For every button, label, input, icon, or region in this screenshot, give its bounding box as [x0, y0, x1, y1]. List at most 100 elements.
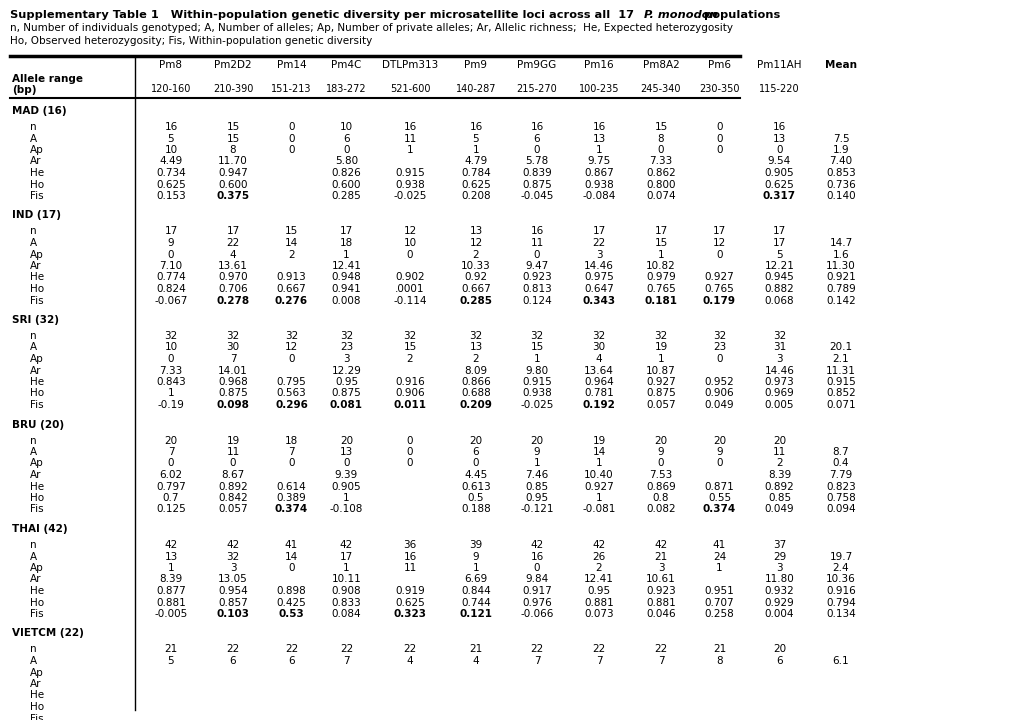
Text: Pm9: Pm9: [464, 60, 487, 70]
Text: 0.765: 0.765: [645, 284, 676, 294]
Text: 0.938: 0.938: [522, 389, 551, 398]
Text: 5: 5: [167, 656, 174, 666]
Text: 17: 17: [772, 227, 786, 236]
Text: 1: 1: [342, 493, 350, 503]
Text: 0.667: 0.667: [461, 284, 490, 294]
Text: Pm2D2: Pm2D2: [214, 60, 252, 70]
Text: 0.813: 0.813: [522, 284, 551, 294]
Text: 9: 9: [657, 447, 663, 457]
Text: 0.794: 0.794: [825, 598, 855, 608]
Text: 12: 12: [403, 227, 416, 236]
Text: 0.784: 0.784: [461, 168, 490, 178]
Text: 16: 16: [530, 122, 543, 132]
Text: 0.951: 0.951: [704, 586, 734, 596]
Text: 0.797: 0.797: [156, 482, 185, 492]
Text: 7.53: 7.53: [649, 470, 672, 480]
Text: -0.025: -0.025: [393, 191, 426, 201]
Text: 15: 15: [654, 122, 667, 132]
Text: 32: 32: [712, 331, 726, 341]
Text: 0.049: 0.049: [764, 505, 794, 515]
Text: 32: 32: [469, 331, 482, 341]
Text: 42: 42: [164, 540, 177, 550]
Text: 10: 10: [164, 145, 177, 155]
Text: 14.01: 14.01: [218, 366, 248, 376]
Text: 0: 0: [288, 354, 294, 364]
Text: 7: 7: [595, 656, 602, 666]
Text: 0.208: 0.208: [461, 191, 490, 201]
Text: 0.278: 0.278: [216, 295, 250, 305]
Text: 11: 11: [403, 563, 416, 573]
Text: 3: 3: [595, 250, 602, 259]
Text: 0: 0: [533, 563, 540, 573]
Text: 0: 0: [288, 563, 294, 573]
Text: 0.374: 0.374: [274, 505, 308, 515]
Text: 2.4: 2.4: [832, 563, 849, 573]
Text: 1: 1: [342, 563, 350, 573]
Text: 1.9: 1.9: [832, 145, 849, 155]
Text: Allele range: Allele range: [12, 74, 83, 84]
Text: 0.913: 0.913: [276, 272, 306, 282]
Text: 0: 0: [657, 145, 663, 155]
Text: 6: 6: [472, 447, 479, 457]
Text: 10.61: 10.61: [645, 575, 676, 585]
Text: 0: 0: [472, 459, 479, 469]
Text: 0.049: 0.049: [704, 400, 734, 410]
Text: -0.081: -0.081: [582, 505, 615, 515]
Text: 0: 0: [533, 145, 540, 155]
Text: Ap: Ap: [30, 250, 44, 259]
Text: 6: 6: [533, 133, 540, 143]
Text: 13: 13: [772, 133, 786, 143]
Text: 2: 2: [472, 354, 479, 364]
Text: 32: 32: [226, 552, 239, 562]
Text: 7.10: 7.10: [159, 261, 182, 271]
Text: 13.05: 13.05: [218, 575, 248, 585]
Text: 11.31: 11.31: [825, 366, 855, 376]
Text: 0: 0: [715, 145, 722, 155]
Text: Fis: Fis: [30, 609, 44, 619]
Text: BRU (20): BRU (20): [12, 420, 64, 430]
Text: 1: 1: [595, 493, 602, 503]
Text: 0.789: 0.789: [825, 284, 855, 294]
Text: 0.625: 0.625: [461, 179, 490, 189]
Text: 0.285: 0.285: [459, 295, 492, 305]
Text: 6.02: 6.02: [159, 470, 182, 480]
Text: 0.258: 0.258: [704, 609, 734, 619]
Text: 3: 3: [229, 563, 236, 573]
Text: 0.867: 0.867: [584, 168, 613, 178]
Text: 3: 3: [775, 563, 782, 573]
Text: 0.869: 0.869: [645, 482, 676, 492]
Text: 0.927: 0.927: [645, 377, 676, 387]
Text: 19: 19: [592, 436, 605, 446]
Text: 0.758: 0.758: [825, 493, 855, 503]
Text: 0.073: 0.073: [584, 609, 613, 619]
Text: 0.192: 0.192: [582, 400, 614, 410]
Text: 0.7: 0.7: [163, 493, 179, 503]
Text: populations: populations: [699, 10, 780, 20]
Text: Fis: Fis: [30, 295, 44, 305]
Text: 0.866: 0.866: [461, 377, 490, 387]
Text: 0: 0: [167, 459, 174, 469]
Text: 0.948: 0.948: [331, 272, 361, 282]
Text: 32: 32: [772, 331, 786, 341]
Text: 15: 15: [284, 227, 298, 236]
Text: 12.41: 12.41: [584, 575, 613, 585]
Text: 22: 22: [226, 238, 239, 248]
Text: DTLPm313: DTLPm313: [381, 60, 438, 70]
Text: 0.906: 0.906: [394, 389, 424, 398]
Text: 3: 3: [775, 354, 782, 364]
Text: 0.842: 0.842: [218, 493, 248, 503]
Text: 0.902: 0.902: [394, 272, 424, 282]
Text: Pm4C: Pm4C: [331, 60, 362, 70]
Text: He: He: [30, 482, 44, 492]
Text: 0.795: 0.795: [276, 377, 306, 387]
Text: 7: 7: [533, 656, 540, 666]
Text: 0.875: 0.875: [218, 389, 248, 398]
Text: 0.600: 0.600: [331, 179, 361, 189]
Text: Pm9GG: Pm9GG: [517, 60, 556, 70]
Text: 32: 32: [530, 331, 543, 341]
Text: 6: 6: [342, 133, 350, 143]
Text: 0.932: 0.932: [764, 586, 794, 596]
Text: 0.875: 0.875: [522, 179, 551, 189]
Text: 0.153: 0.153: [156, 191, 185, 201]
Text: 0.976: 0.976: [522, 598, 551, 608]
